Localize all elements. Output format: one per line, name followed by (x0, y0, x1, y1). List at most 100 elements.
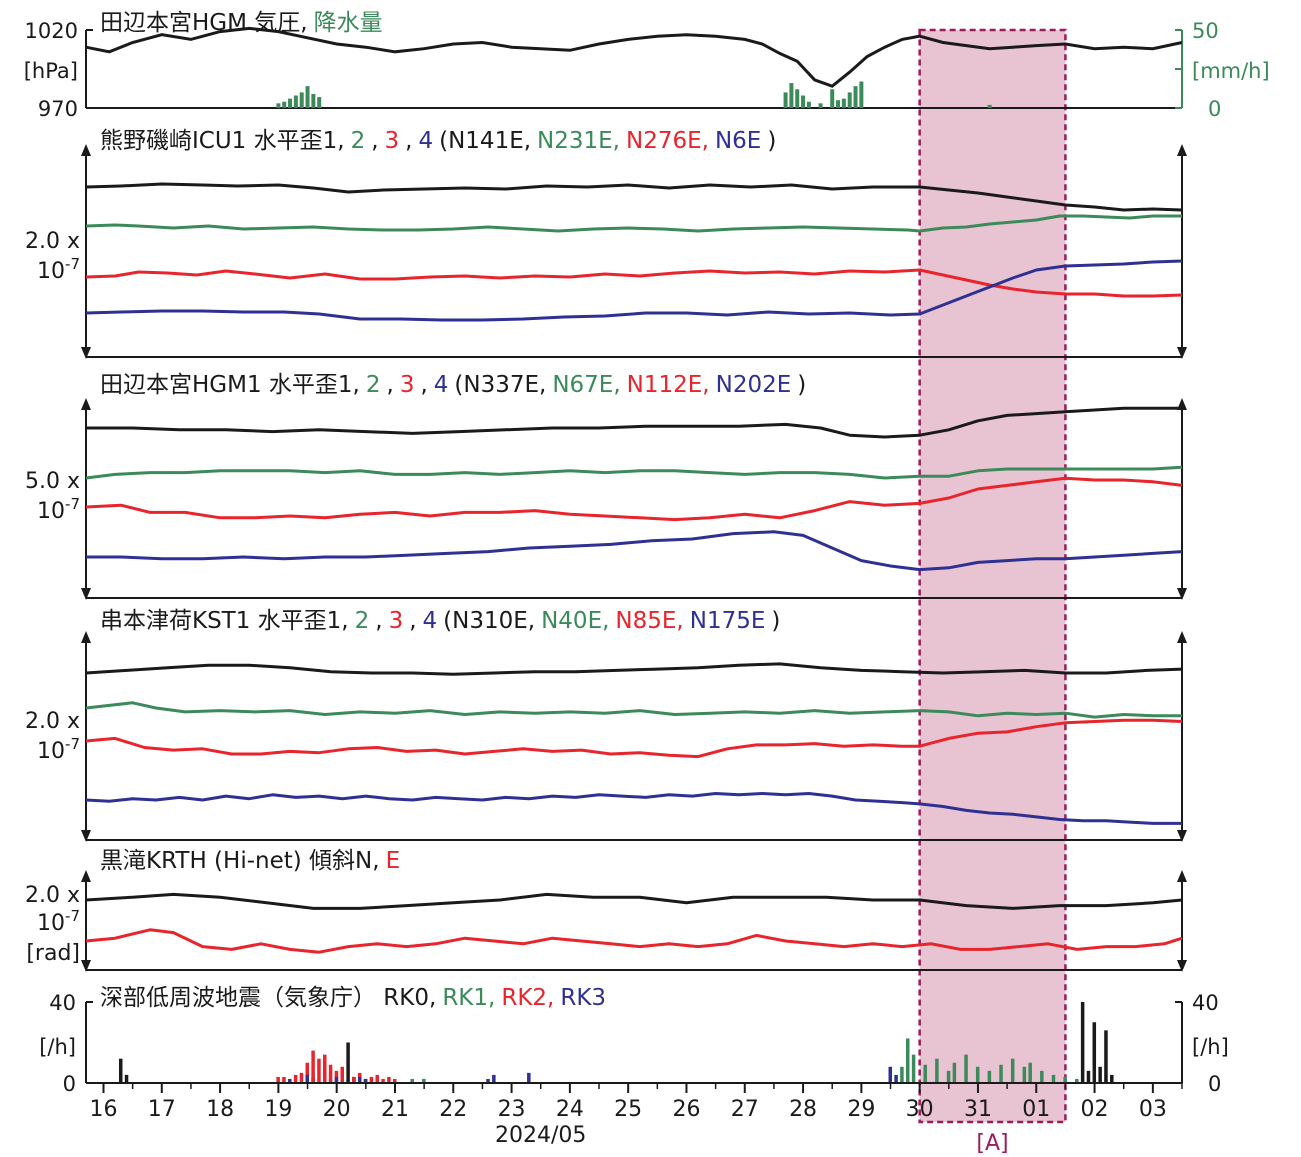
title-part: , (375, 608, 382, 634)
lfe-bar-RK2 (317, 1059, 321, 1083)
title-part: N175E (690, 608, 766, 634)
lfe-bar-RK1 (953, 1063, 957, 1083)
lfe-bar-RK1 (1040, 1071, 1044, 1083)
axis-arrow-up (81, 870, 91, 882)
lfe-bar-RK3 (527, 1073, 531, 1083)
scale-label: 10-7 (37, 735, 80, 764)
lfe-bar-RK1 (1011, 1059, 1015, 1083)
x-tick-label: 20 (323, 1097, 351, 1122)
x-tick-label: 21 (381, 1097, 409, 1122)
lfe-bar-RK2 (341, 1067, 345, 1083)
x-tick-label: 24 (556, 1097, 584, 1122)
lfe-bar-RK0 (125, 1075, 128, 1083)
title-part: (N310E, (443, 608, 535, 634)
panel-title: 串本津荷KST1 水平歪1, 2, 3, 4 (N310E, N40E, N85E, N175… (100, 608, 780, 634)
title-part: 3 (389, 608, 404, 634)
y2-tick-label: 40 (1192, 991, 1219, 1015)
axis-arrow-up (1177, 144, 1187, 156)
lfe-bar-RK1 (912, 1055, 916, 1083)
axis-arrow-up (81, 144, 91, 156)
x-tick-label: 18 (206, 1097, 234, 1122)
lfe-bar-RK1 (988, 1071, 992, 1083)
title-part: 降水量 (314, 10, 383, 36)
lfe-bar-RK1 (935, 1059, 939, 1083)
x-tick-label: 30 (906, 1097, 934, 1122)
title-part: RK3 (560, 985, 606, 1011)
lfe-bar-RK1 (947, 1071, 951, 1083)
title-part: , (371, 128, 378, 154)
title-part: N67E, (552, 372, 620, 398)
lfe-bar-RK3 (492, 1075, 496, 1083)
scale-label: [rad] (26, 941, 80, 966)
y-tick-label: 40 (49, 991, 76, 1015)
scale-label: 10-7 (37, 495, 80, 524)
title-part: N112E, (627, 372, 710, 398)
x-tick-label: 29 (847, 1097, 875, 1122)
rain-bar (317, 97, 321, 108)
panel-title: 黒滝KRTH (Hi-net) 傾斜N, E (100, 848, 400, 874)
y2-tick-label: 0 (1208, 1072, 1221, 1096)
rain-bar (288, 99, 292, 108)
title-part: 黒滝KRTH (Hi-net) 傾斜N, (100, 848, 380, 874)
lfe-bar-RK2 (323, 1055, 327, 1083)
lfe-bar-RK1 (976, 1067, 980, 1083)
y2-tick-label: 50 (1192, 19, 1219, 43)
panel-title: 深部低周波地震（気象庁） RK0, RK1, RK2, RK3 (100, 985, 606, 1011)
title-part: , (405, 128, 412, 154)
x-tick-label: 01 (1022, 1097, 1050, 1122)
scale-exp: -7 (65, 255, 80, 273)
title-part: 4 (423, 608, 438, 634)
lfe-bar-RK2 (300, 1073, 304, 1083)
x-date-label: 2024/05 (495, 1123, 586, 1148)
lfe-bar-RK2 (311, 1051, 315, 1083)
lfe-bar-RK1 (1023, 1067, 1026, 1083)
highlight-region: [A] (920, 30, 1066, 1156)
lfe-bar-RK0 (346, 1043, 350, 1084)
title-part: ) (797, 372, 806, 398)
lfe-bar-RK2 (329, 1065, 333, 1083)
x-tick-label: 28 (789, 1097, 817, 1122)
title-part: N231E, (537, 128, 620, 154)
scale-base: 10 (37, 499, 65, 524)
highlight-label: [A] (976, 1131, 1008, 1156)
x-tick-label: 26 (672, 1097, 700, 1122)
title-part: 4 (418, 128, 433, 154)
scale-label: 5.0 x (25, 469, 80, 494)
panel-0: 田辺本宮HGM 気圧, 降水量 1020 [hPa] 970 50 [mm/h] 0 (24, 10, 1270, 121)
x-tick-label: 22 (439, 1097, 467, 1122)
scale-label: 10-7 (37, 255, 80, 284)
scale-exp: -7 (65, 735, 80, 753)
rain-bar (789, 83, 793, 108)
lfe-bar-RK1 (1052, 1075, 1056, 1083)
lfe-bar-RK3 (889, 1067, 893, 1083)
panels: 田辺本宮HGM 気圧, 降水量1020[hPa]97050[mm/h]0熊野磯崎I… (24, 10, 1270, 1096)
title-part: 深部低周波地震（気象庁） RK0, (100, 985, 436, 1011)
title-part: RK1, (442, 985, 495, 1011)
title-part: RK2, (501, 985, 554, 1011)
title-part: , (409, 608, 416, 634)
lfe-bar-RK1 (999, 1065, 1003, 1083)
title-part: N276E, (626, 128, 709, 154)
title-part: 4 (434, 372, 449, 398)
title-part: 2 (351, 128, 366, 154)
y2-unit-label: [/h] (1192, 1035, 1229, 1059)
rain-bar (294, 96, 298, 108)
lfe-bar-RK3 (306, 1075, 310, 1083)
lfe-bar-RK0 (1081, 1002, 1085, 1083)
rain-bar (807, 102, 811, 108)
title-part: ) (771, 608, 780, 634)
title-part: ) (767, 128, 776, 154)
title-part: (N337E, (454, 372, 546, 398)
rain-bar (854, 86, 858, 108)
x-tick-label: 03 (1139, 1097, 1167, 1122)
lfe-bar-RK0 (1110, 1075, 1114, 1083)
x-tick-label: 25 (614, 1097, 642, 1122)
scale-label: 2.0 x (25, 229, 80, 254)
y-tick-label: 1020 (25, 19, 78, 43)
panel-title: 田辺本宮HGM1 水平歪1, 2, 3, 4 (N337E, N67E, N112E, N20… (100, 372, 806, 398)
title-part: , (420, 372, 427, 398)
lfe-bar-RK1 (964, 1055, 968, 1083)
x-tick-label: 19 (264, 1097, 292, 1122)
title-part: 3 (385, 128, 400, 154)
scale-label: 2.0 x (25, 883, 80, 908)
